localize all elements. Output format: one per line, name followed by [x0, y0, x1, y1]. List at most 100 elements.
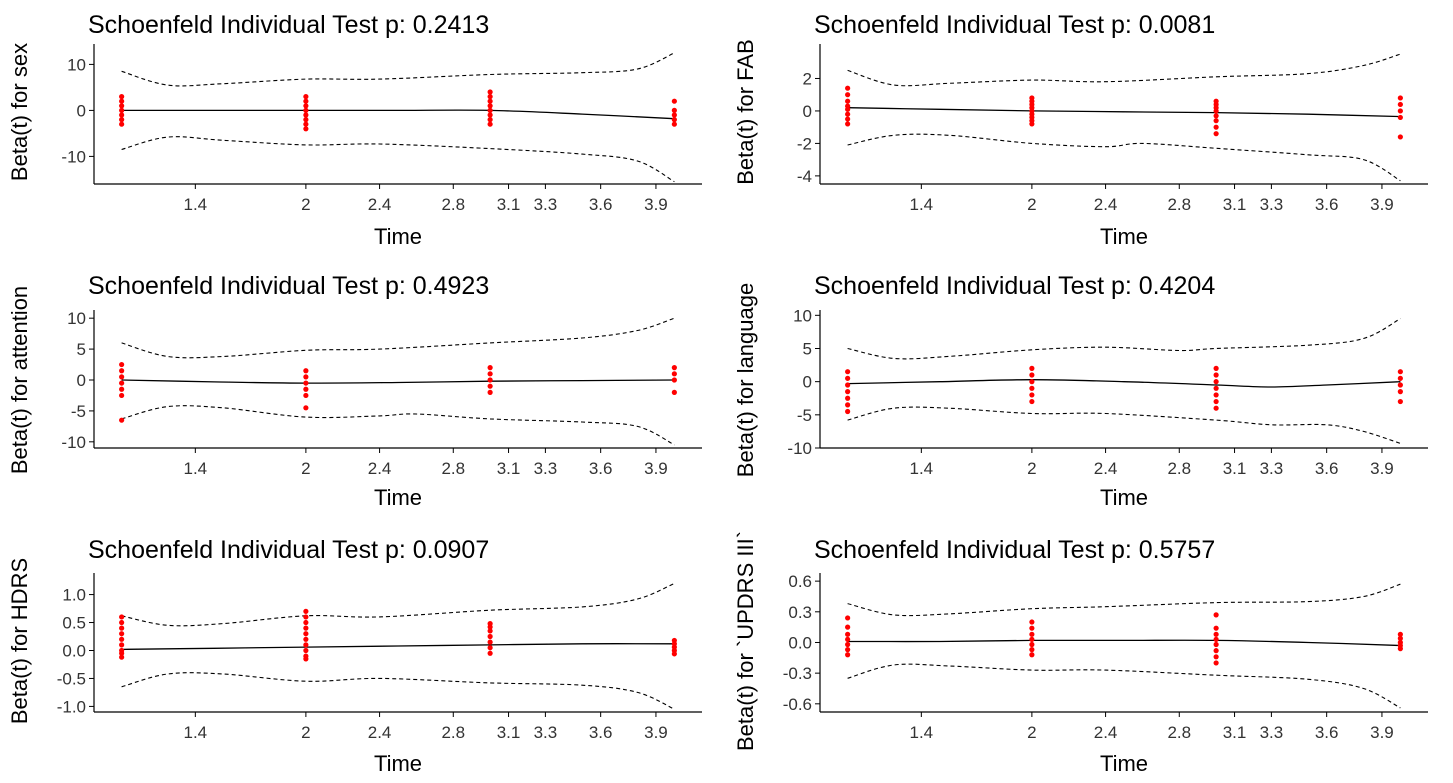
residual-point — [671, 377, 677, 383]
residual-point — [1029, 641, 1035, 648]
y-axis-label: Beta(t) for attention — [7, 286, 32, 474]
x-tick-label: 3.9 — [1370, 195, 1394, 214]
residual-point — [303, 619, 309, 626]
residual-point — [1029, 398, 1035, 405]
y-tick-label: 0.3 — [788, 603, 812, 622]
residual-point — [845, 631, 851, 637]
residual-point — [1029, 647, 1035, 653]
panel-title: Schoenfeld Individual Test p: 0.5757 — [814, 536, 1215, 564]
y-tick-label: 2 — [803, 69, 812, 88]
upper-band-line — [121, 582, 675, 627]
x-tick-label: 2.4 — [368, 459, 392, 478]
x-tick-label: 3.1 — [497, 459, 521, 478]
y-axis-label: Beta(t) for sex — [7, 43, 32, 181]
residual-point — [303, 386, 309, 392]
x-tick-label: 2.8 — [1167, 195, 1191, 214]
residual-point — [1397, 134, 1403, 140]
residual-point — [487, 112, 493, 118]
residual-point — [845, 106, 851, 112]
y-tick-label: 0 — [77, 101, 86, 120]
residual-point — [845, 116, 851, 122]
residual-point — [119, 107, 125, 113]
residual-point — [119, 117, 125, 123]
residual-point — [1397, 382, 1403, 388]
residual-point — [119, 650, 125, 656]
y-tick-label: -5 — [797, 406, 812, 425]
residual-point — [1213, 124, 1219, 130]
x-tick-label: 2 — [1027, 459, 1036, 478]
residual-point — [487, 633, 493, 640]
beta-fit-line — [121, 643, 675, 651]
residual-point — [845, 624, 851, 630]
residual-point — [671, 651, 677, 657]
residual-point — [303, 642, 309, 648]
x-tick-label: 3.9 — [644, 459, 668, 478]
residual-point — [1397, 389, 1403, 395]
y-tick-label: 0 — [803, 102, 812, 121]
residual-point — [119, 94, 125, 100]
x-tick-label: 2.8 — [441, 459, 465, 478]
residual-point — [303, 98, 309, 104]
residual-point — [119, 619, 125, 626]
x-tick-label: 3.9 — [1370, 459, 1394, 478]
panel-title: Schoenfeld Individual Test p: 0.0081 — [814, 11, 1215, 39]
residual-point — [119, 368, 125, 374]
residual-point — [845, 98, 851, 104]
residual-point — [845, 382, 851, 388]
y-tick-label: -1.0 — [57, 697, 86, 716]
residual-point — [845, 85, 851, 91]
lower-band-line — [847, 406, 1401, 444]
x-tick-label: 3.1 — [497, 723, 521, 742]
x-tick-label: 3.3 — [534, 195, 558, 214]
upper-band-line — [847, 53, 1401, 87]
panel-title: Schoenfeld Individual Test p: 0.4923 — [88, 272, 489, 300]
residual-point — [1397, 108, 1403, 114]
upper-band-line — [847, 318, 1401, 360]
residual-point — [303, 117, 309, 123]
residual-point — [1397, 398, 1403, 405]
residual-point — [303, 631, 309, 637]
residual-point — [119, 625, 125, 631]
x-axis-label: Time — [1100, 485, 1148, 510]
residual-point — [119, 380, 125, 386]
panel-title: Schoenfeld Individual Test p: 0.4204 — [814, 272, 1215, 300]
y-tick-label: 0 — [77, 371, 86, 390]
residual-point — [1213, 113, 1219, 119]
lower-band-line — [121, 405, 675, 446]
residual-point — [1029, 372, 1035, 378]
residual-point — [1397, 635, 1403, 641]
beta-fit-line — [847, 639, 1401, 647]
residual-point — [303, 94, 309, 100]
residual-point — [845, 395, 851, 401]
y-axis-label: Beta(t) for FAB — [733, 39, 758, 185]
residual-point — [303, 368, 309, 374]
y-axis-label: Beta(t) for HDRS — [7, 558, 32, 724]
residual-point — [671, 371, 677, 377]
lower-band-line — [121, 672, 675, 710]
lower-band-line — [847, 133, 1401, 182]
y-tick-label: -10 — [61, 433, 86, 452]
residual-point — [845, 111, 851, 117]
residual-point — [119, 636, 125, 642]
residual-point — [487, 650, 493, 656]
y-tick-label: 10 — [67, 55, 86, 74]
residual-point — [1213, 625, 1219, 631]
residual-point — [1213, 648, 1219, 654]
panel-5: Schoenfeld Individual Test p: 0.0907 Beta… — [7, 536, 702, 776]
residual-point — [487, 628, 493, 634]
y-tick-label: -10 — [787, 439, 812, 458]
y-tick-label: -0.6 — [783, 695, 812, 714]
residual-point — [1213, 405, 1219, 411]
x-axis-label: Time — [374, 485, 422, 510]
residual-point — [487, 94, 493, 100]
residual-point — [487, 383, 493, 389]
residual-point — [1029, 652, 1035, 658]
residual-point — [487, 117, 493, 123]
x-tick-label: 3.3 — [1260, 195, 1284, 214]
residual-point — [845, 121, 851, 127]
x-tick-label: 3.3 — [1260, 459, 1284, 478]
x-tick-label: 2 — [301, 723, 310, 742]
residual-point — [303, 656, 309, 662]
residual-point — [845, 647, 851, 653]
residual-point — [845, 652, 851, 658]
